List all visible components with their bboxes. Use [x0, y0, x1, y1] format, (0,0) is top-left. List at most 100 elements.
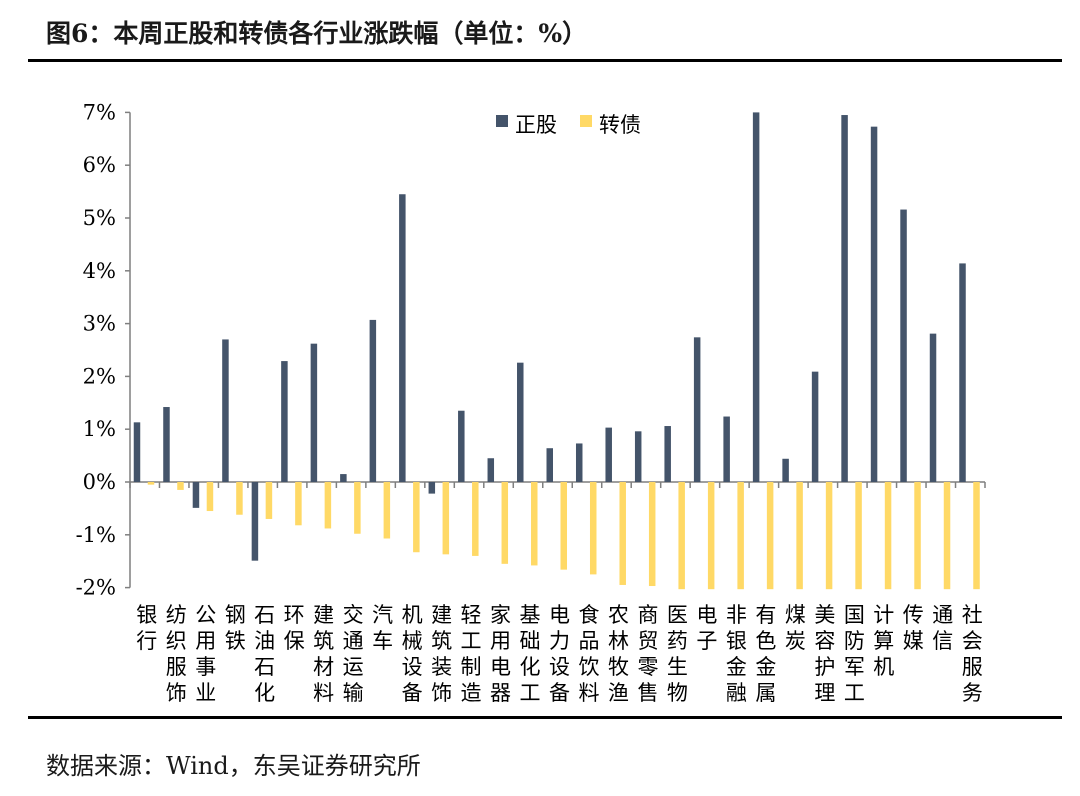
x-category-label: 医药生物 [667, 603, 688, 705]
stock-bar [693, 337, 701, 482]
bond-bar [295, 482, 302, 526]
source-note: 数据来源：Wind，东吴证券研究所 [46, 752, 421, 780]
stock-bar [752, 112, 760, 483]
x-category-label: 国防军工 [844, 603, 865, 705]
stock-bar [133, 422, 141, 482]
x-category-label: 煤炭 [785, 603, 806, 653]
x-category-label: 食品饮料 [578, 603, 599, 705]
stock-bar [222, 339, 229, 482]
legend-swatch-stock [496, 115, 508, 127]
top-rule [28, 59, 1062, 62]
x-category-label: 机械设备 [402, 603, 423, 705]
x-category-label: 家用电器 [490, 603, 511, 705]
stock-bar [192, 482, 200, 508]
x-category-label: 银行 [136, 603, 157, 653]
stock-bar [575, 443, 583, 482]
y-tick-label: 7% [83, 100, 116, 124]
bond-bar [973, 482, 980, 590]
bond-bar [737, 482, 744, 590]
bond-bar [796, 482, 803, 590]
stock-bar [163, 407, 170, 482]
legend-label-stock: 正股 [515, 113, 557, 137]
stock-bar [723, 416, 730, 482]
bottom-rule [28, 716, 1062, 719]
x-category-label: 钢铁 [225, 603, 246, 653]
stock-bar [605, 427, 612, 482]
y-tick-label: 3% [83, 312, 116, 336]
y-tick-label: 5% [83, 206, 116, 230]
stock-bar [281, 361, 288, 482]
legend-swatch-bond [580, 115, 592, 127]
x-category-label: 传媒 [903, 603, 924, 653]
bond-bar [914, 482, 921, 590]
stock-bar [369, 319, 377, 482]
x-category-label: 社会服务 [962, 603, 983, 705]
y-tick-label: 0% [83, 470, 116, 494]
bond-bar [413, 482, 420, 553]
y-tick-label: -1% [76, 523, 116, 547]
stock-bar [664, 426, 671, 482]
stock-bar [517, 362, 524, 482]
bond-bar [531, 482, 538, 566]
stock-bar [251, 482, 259, 561]
legend-label-bond: 转债 [599, 113, 641, 137]
bond-bar [619, 482, 626, 585]
x-category-label: 建筑装饰 [431, 603, 452, 705]
x-category-label: 有色金属 [755, 603, 776, 705]
bond-bar [943, 482, 951, 590]
bond-bar [236, 482, 243, 515]
stock-bar [428, 482, 436, 494]
y-tick-label: 6% [83, 153, 116, 177]
stock-bar [900, 209, 907, 482]
x-category-label: 基础化工 [520, 603, 541, 705]
stock-bar [546, 448, 553, 482]
bond-bar [472, 482, 479, 556]
x-category-label: 计算机 [873, 603, 894, 679]
y-tick-label: 2% [83, 364, 116, 388]
x-category-label: 汽车 [372, 603, 393, 653]
x-category-label: 环保 [284, 603, 305, 653]
stock-bar [959, 263, 966, 482]
stock-bar [310, 343, 318, 482]
x-category-label: 建筑材料 [313, 603, 334, 705]
bond-bar [589, 482, 597, 575]
y-tick-label: 1% [83, 417, 116, 441]
x-category-label: 公用事业 [195, 603, 216, 705]
x-category-label: 电子 [696, 603, 717, 653]
x-category-label: 石油石化 [254, 603, 275, 705]
x-category-label: 轻工制造 [461, 603, 482, 705]
bond-bar [324, 482, 332, 529]
x-category-label: 美容护理 [814, 603, 835, 705]
x-category-label: 纺织服饰 [166, 603, 187, 705]
stock-bar [929, 333, 937, 482]
bond-bar [265, 482, 273, 519]
y-tick-label: 4% [83, 259, 116, 283]
bond-bar [707, 482, 715, 590]
stock-bar [811, 371, 819, 482]
bond-bar [501, 482, 509, 564]
bond-bar [766, 482, 774, 590]
x-category-label: 非银金融 [726, 603, 747, 705]
bond-bar [206, 482, 214, 512]
stock-bar [782, 458, 789, 482]
x-category-label: 交通运输 [343, 603, 364, 705]
figure-title: 图6：本周正股和转债各行业涨跌幅（单位：%） [46, 19, 588, 48]
y-tick-label: -2% [76, 576, 116, 600]
bond-bar [177, 482, 184, 490]
bond-bar [648, 482, 656, 587]
stock-bar [841, 115, 848, 482]
stock-bar [458, 410, 465, 482]
bond-bar [383, 482, 391, 539]
bond-bar [354, 482, 361, 534]
stock-bar [487, 458, 495, 482]
bond-bar [560, 482, 567, 570]
x-category-label: 农林牧渔 [608, 603, 629, 705]
bond-bar [855, 482, 862, 590]
stock-bar [340, 474, 347, 482]
x-category-label: 电力设备 [549, 603, 570, 705]
bond-bar [147, 482, 155, 485]
stock-bar [870, 126, 878, 482]
x-category-label: 通信 [932, 603, 953, 653]
bar-chart: -2% -1% 0% 1% 2% 3% 4% 5% 6% 7% 银行纺织服饰公用事业钢铁石油石化环保… [76, 100, 986, 705]
bond-bar [442, 482, 450, 555]
